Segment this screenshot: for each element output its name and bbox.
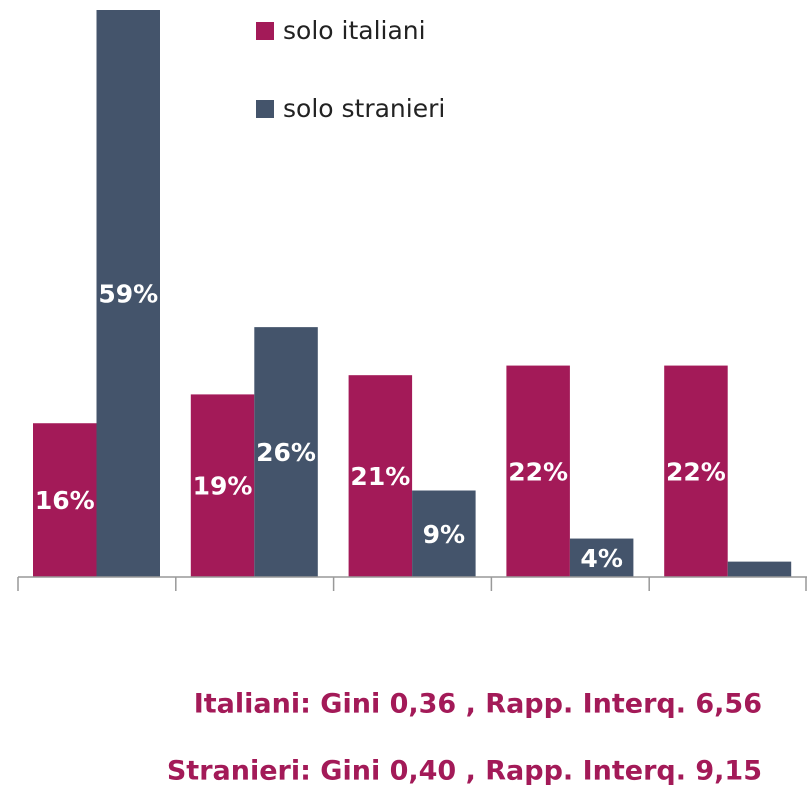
bar — [569, 538, 634, 577]
bar — [664, 365, 728, 577]
data-label: 4% — [580, 544, 622, 573]
data-label: 16% — [35, 486, 95, 515]
data-label: 21% — [350, 462, 410, 491]
data-label: 9% — [423, 520, 465, 549]
bar — [33, 423, 97, 577]
data-label: 22% — [508, 457, 568, 486]
bar — [506, 365, 570, 577]
data-label: 22% — [666, 457, 726, 486]
legend-swatch — [256, 22, 274, 40]
bar — [254, 327, 318, 577]
bar — [190, 394, 255, 577]
data-label: 19% — [193, 472, 253, 501]
data-label: 59% — [98, 280, 158, 309]
data-label: 26% — [256, 438, 316, 467]
legend-swatch — [256, 100, 274, 118]
legend-label: solo stranieri — [283, 94, 445, 123]
note: Stranieri: Gini 0,40 , Rapp. Interq. 9,1… — [167, 756, 762, 787]
bar — [412, 490, 476, 577]
bar — [727, 561, 792, 577]
note: Italiani: Gini 0,36 , Rapp. Interq. 6,56 — [194, 689, 762, 720]
bar — [96, 10, 160, 577]
bar — [348, 375, 413, 577]
legend-label: solo italiani — [283, 16, 426, 45]
